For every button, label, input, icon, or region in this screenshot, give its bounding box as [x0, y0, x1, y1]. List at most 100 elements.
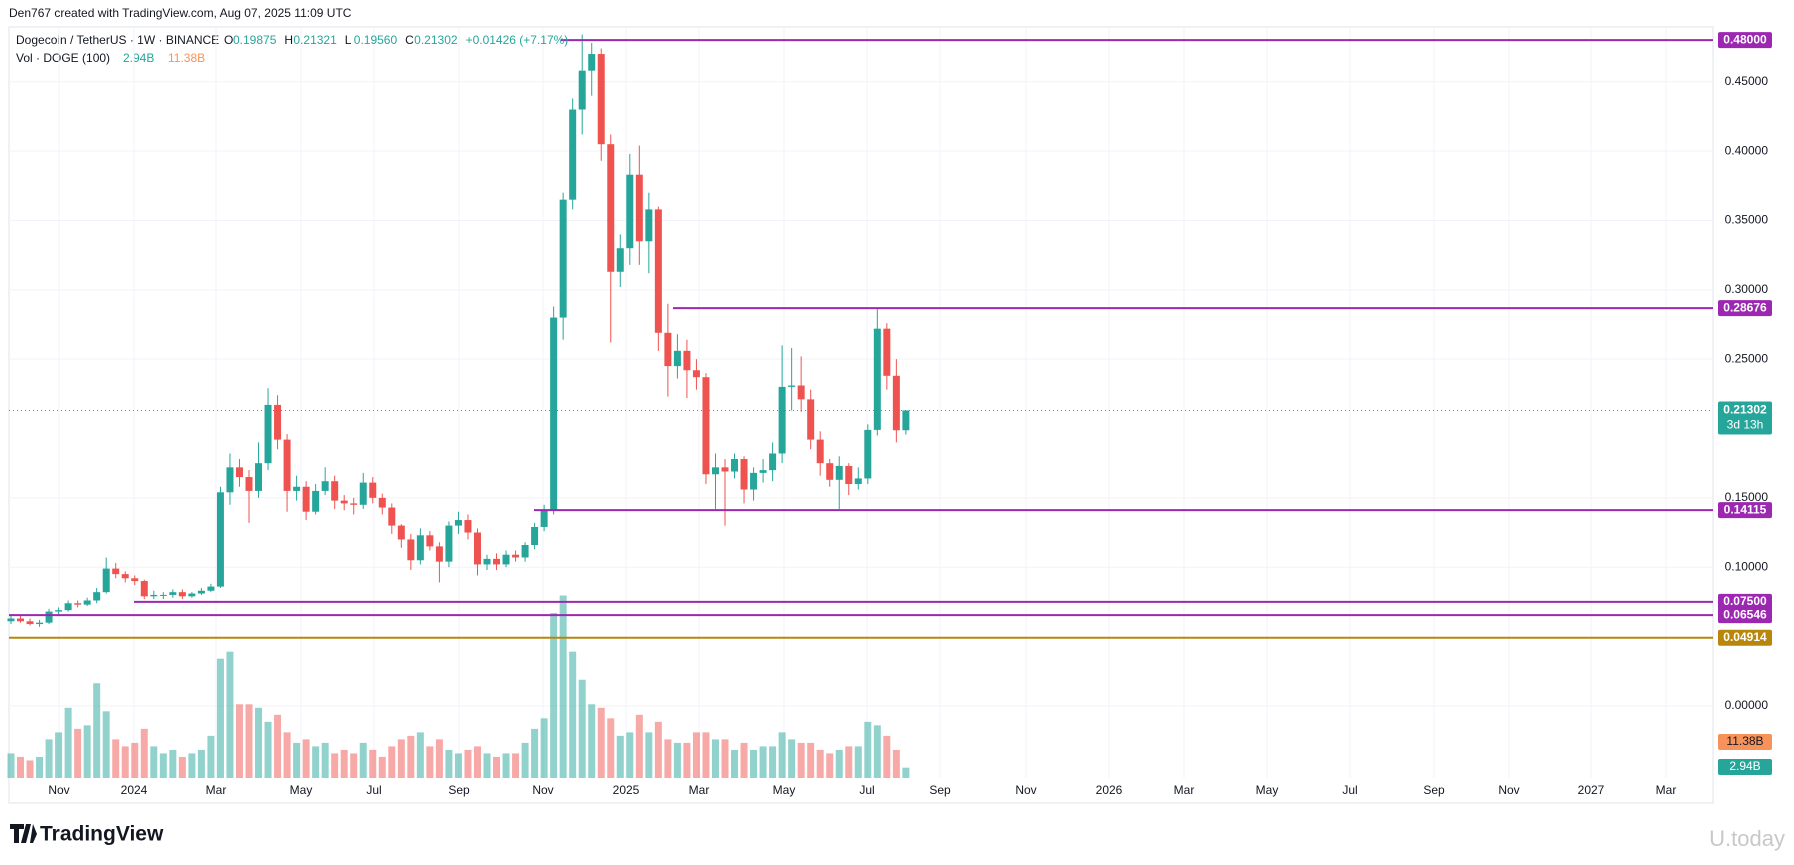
candle-body: [626, 174, 634, 249]
volume-bar: [312, 746, 320, 778]
change: +0.01426 (+7.17%): [466, 33, 569, 47]
candle-body: [435, 546, 443, 562]
candle-body: [512, 554, 520, 558]
volume-bar: [150, 746, 158, 778]
candle-body: [711, 467, 719, 475]
volume-bar: [369, 749, 377, 778]
candle-body: [702, 377, 710, 475]
volume-bar: [473, 746, 481, 778]
candle-body: [226, 467, 234, 493]
candle-body: [416, 535, 424, 561]
candle-body: [293, 486, 301, 491]
candle-body: [64, 603, 72, 611]
y-tick-label: 0.10000: [1725, 559, 1769, 573]
x-tick-label: Nov: [1015, 783, 1036, 797]
plot: [7, 27, 1713, 778]
x-tick-label: Sep: [929, 783, 951, 797]
volume-bar: [883, 735, 891, 778]
x-tick-label: May: [290, 783, 313, 797]
volume-bar: [7, 753, 15, 778]
level-label-box: [1718, 502, 1772, 519]
ohlc-label: H: [284, 33, 293, 47]
candle-body: [569, 109, 577, 200]
candle-body: [683, 350, 691, 371]
x-tick-label: Nov: [532, 783, 553, 797]
candle-body: [864, 429, 872, 479]
candle-body: [235, 467, 243, 478]
x-tick-label: Mar: [689, 783, 710, 797]
volume-bar: [664, 739, 672, 778]
ohlc-label: C: [405, 33, 414, 47]
ohlc-value: 0.19875: [233, 33, 277, 47]
symbol: Dogecoin / TetherUS · 1W · BINANCE: [16, 33, 219, 47]
candle-body: [150, 594, 158, 597]
ohlc-label: O: [224, 33, 233, 47]
volume-bar: [559, 595, 567, 778]
candle-body: [207, 586, 215, 591]
x-tick-label: Nov: [48, 783, 69, 797]
level-label: 0.28676: [1723, 300, 1767, 314]
volume-bar: [321, 742, 329, 778]
candle-body: [664, 332, 672, 367]
volume-bar: [17, 756, 25, 778]
volume-bar: [835, 749, 843, 778]
candle-body: [321, 481, 329, 491]
x-tick-label: May: [1256, 783, 1279, 797]
candle-body: [121, 574, 129, 579]
candle-body: [873, 328, 881, 430]
volume-bar: [93, 683, 101, 778]
candle-body: [645, 209, 653, 242]
volume-bar: [264, 721, 272, 778]
volume-bar: [578, 679, 586, 778]
candle-body: [578, 70, 586, 110]
candle-body: [369, 482, 377, 498]
volume-bar: [721, 739, 729, 778]
y-tick-label: 0.15000: [1725, 490, 1769, 504]
candle-body: [883, 328, 891, 376]
candle-body: [112, 568, 120, 575]
volume-bar: [845, 746, 853, 778]
candle-body: [854, 478, 862, 484]
volume-bar: [892, 749, 900, 778]
volume-bar: [245, 704, 253, 778]
volume-bar: [350, 753, 358, 778]
last-price-box: [1718, 401, 1772, 435]
candle-body: [692, 370, 700, 378]
volume-axis-label: 2.94B: [1729, 759, 1760, 773]
candle-body: [426, 535, 434, 547]
ohlc-value: 0.21302: [414, 33, 458, 47]
volume-bar: [445, 749, 453, 778]
candle-body: [531, 526, 539, 546]
candle-body: [807, 399, 815, 440]
candle-body: [131, 578, 139, 582]
candle-body: [216, 492, 224, 587]
volume-bar: [331, 753, 339, 778]
volume-box: [1718, 759, 1772, 775]
candle-body: [721, 467, 729, 472]
candle-body: [845, 465, 853, 484]
x-tick-label: 2025: [613, 783, 640, 797]
level-label-box: [1718, 300, 1772, 317]
candle-body: [616, 248, 624, 272]
volume-bar: [607, 718, 615, 778]
level-label-box: [1718, 593, 1772, 610]
ohlc-value: 0.19560: [354, 33, 398, 47]
candle-body: [778, 386, 786, 454]
volume-bar: [550, 613, 558, 778]
x-tick-label: Jul: [859, 783, 874, 797]
volume-bar: [540, 718, 548, 778]
x-tick-label: Mar: [206, 783, 227, 797]
volume-bar: [255, 707, 263, 778]
volume-bar: [293, 742, 301, 778]
volume-bar: [873, 725, 881, 778]
level-label-box: [1718, 607, 1772, 624]
candle-body: [74, 603, 82, 605]
candle-body: [473, 532, 481, 565]
volume-bar: [74, 728, 82, 778]
candle-body: [550, 317, 558, 511]
candle-body: [835, 465, 843, 480]
candle-body: [797, 385, 805, 400]
volume-bar: [531, 728, 539, 778]
candle-body: [169, 592, 177, 595]
volume-bar: [302, 739, 310, 778]
